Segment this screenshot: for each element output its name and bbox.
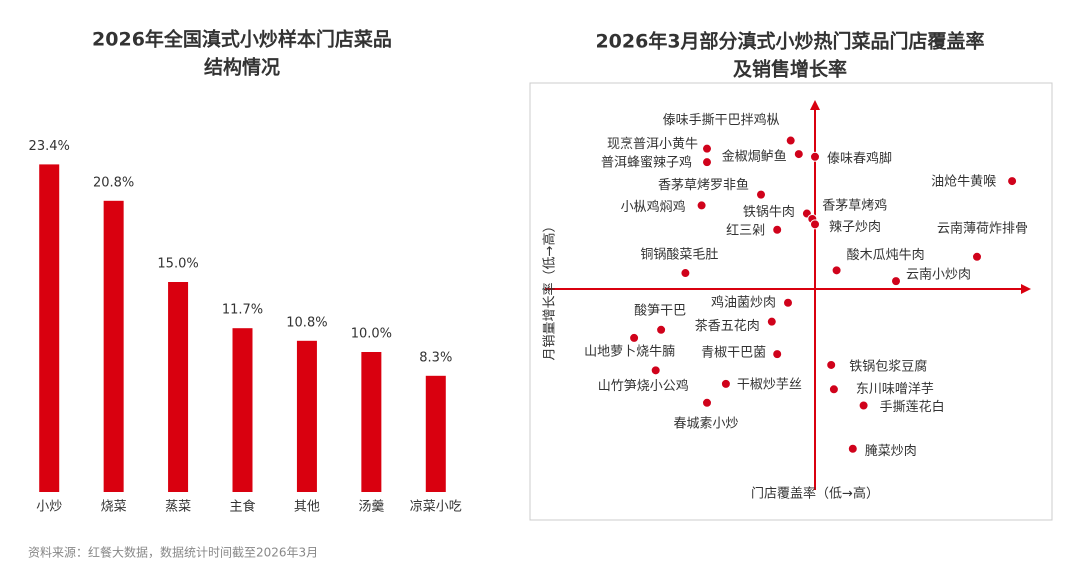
value-label: 20.8% bbox=[93, 175, 134, 190]
point-label: 茶香五花肉 bbox=[695, 318, 760, 334]
bar bbox=[232, 328, 253, 492]
point-label: 辣子炒肉 bbox=[829, 220, 881, 235]
point bbox=[720, 378, 731, 389]
point bbox=[785, 135, 796, 146]
point-label: 青椒干巴菌 bbox=[701, 346, 766, 361]
point bbox=[702, 143, 712, 154]
point-label: 现烹普洱小黄牛 bbox=[607, 137, 698, 152]
chart-title: 结构情况 bbox=[204, 56, 280, 79]
chart-title: 2026年3月部分滇式小炒热门菜品门店覆盖率 bbox=[595, 30, 984, 53]
point-label: 铁锅牛肉 bbox=[743, 204, 795, 220]
chart-title: 及销售增长率 bbox=[733, 58, 847, 81]
x-axis-label: 门店覆盖率（低→高） bbox=[751, 486, 879, 502]
point bbox=[629, 332, 640, 343]
chart-title: 2026年全国滇式小炒样本门店菜品 bbox=[92, 28, 392, 51]
point bbox=[1007, 176, 1018, 187]
point-label: 香茅草烤鸡 bbox=[822, 197, 887, 213]
panel-border bbox=[529, 82, 1053, 521]
bar bbox=[296, 340, 317, 492]
bar bbox=[425, 375, 446, 492]
point-label: 鸡油菌炒肉 bbox=[711, 294, 776, 310]
point bbox=[656, 324, 667, 335]
x-tick-label: 其他 bbox=[294, 500, 320, 515]
bar bbox=[39, 164, 60, 492]
value-label: 11.7% bbox=[222, 303, 263, 318]
point bbox=[772, 224, 783, 235]
point bbox=[772, 349, 783, 360]
y-arrow bbox=[810, 100, 820, 110]
point-label: 手撕莲花白 bbox=[880, 399, 945, 415]
x-tick-label: 主食 bbox=[229, 499, 255, 515]
point-label: 东川味噌洋芋 bbox=[856, 382, 934, 397]
bar bbox=[103, 200, 124, 493]
point-label: 油炝牛黄喉 bbox=[931, 174, 996, 190]
point bbox=[972, 251, 982, 262]
x-tick-label: 小炒 bbox=[36, 500, 62, 515]
value-label: 10.0% bbox=[351, 327, 392, 342]
point-label: 香茅草烤罗非鱼 bbox=[658, 177, 749, 193]
point bbox=[696, 200, 707, 211]
x-arrow bbox=[1021, 284, 1031, 294]
x-tick-label: 烧菜 bbox=[101, 500, 127, 515]
point bbox=[793, 149, 804, 160]
value-label: 23.4% bbox=[29, 139, 70, 154]
bar bbox=[168, 282, 189, 492]
point-label: 傣味手撕干巴拌鸡枞 bbox=[663, 112, 780, 128]
point-label: 傣味春鸡脚 bbox=[827, 150, 892, 166]
value-label: 10.8% bbox=[286, 315, 327, 330]
point-label: 春城素小炒 bbox=[673, 416, 738, 431]
point bbox=[847, 443, 858, 454]
point bbox=[828, 384, 839, 395]
y-axis-label: 月销量增长率（低→高） bbox=[542, 220, 558, 361]
point-label: 红三剁 bbox=[726, 222, 765, 238]
x-tick-label: 凉菜小吃 bbox=[410, 499, 462, 515]
source-note: 资料来源：红餐大数据，数据统计时间截至2026年3月 bbox=[28, 545, 318, 560]
point-label: 金椒焗鲈鱼 bbox=[722, 149, 787, 165]
point-label: 云南小炒肉 bbox=[906, 267, 971, 283]
point bbox=[766, 316, 777, 327]
point-label: 酸木瓜炖牛肉 bbox=[847, 248, 925, 263]
point-label: 酸笋干巴 bbox=[634, 302, 686, 318]
point bbox=[831, 265, 842, 276]
point-label: 山地萝卜烧牛腩 bbox=[584, 344, 675, 359]
value-label: 8.3% bbox=[419, 350, 452, 365]
point bbox=[891, 276, 901, 287]
point-label: 普洱蜂蜜辣子鸡 bbox=[601, 155, 692, 171]
point bbox=[858, 400, 869, 411]
point bbox=[826, 359, 837, 370]
point-label: 云南薄荷炸排骨 bbox=[937, 220, 1028, 236]
point bbox=[702, 397, 712, 408]
point-label: 小枞鸡焖鸡 bbox=[621, 199, 686, 215]
point bbox=[756, 189, 766, 200]
point bbox=[680, 268, 691, 279]
point-label: 腌菜炒肉 bbox=[865, 444, 917, 459]
bar bbox=[361, 352, 382, 492]
point bbox=[702, 157, 712, 168]
point bbox=[810, 151, 820, 162]
point bbox=[783, 297, 793, 308]
point-label: 铜锅酸菜毛肚 bbox=[640, 247, 718, 263]
point-label: 干椒炒芋丝 bbox=[737, 377, 802, 392]
point bbox=[650, 365, 661, 376]
x-tick-label: 汤羹 bbox=[358, 499, 384, 515]
point-label: 山竹笋烧小公鸡 bbox=[598, 378, 689, 394]
point-label: 铁锅包浆豆腐 bbox=[849, 358, 927, 374]
x-tick-label: 蒸菜 bbox=[165, 500, 191, 515]
point bbox=[810, 219, 820, 230]
value-label: 15.0% bbox=[157, 257, 198, 272]
